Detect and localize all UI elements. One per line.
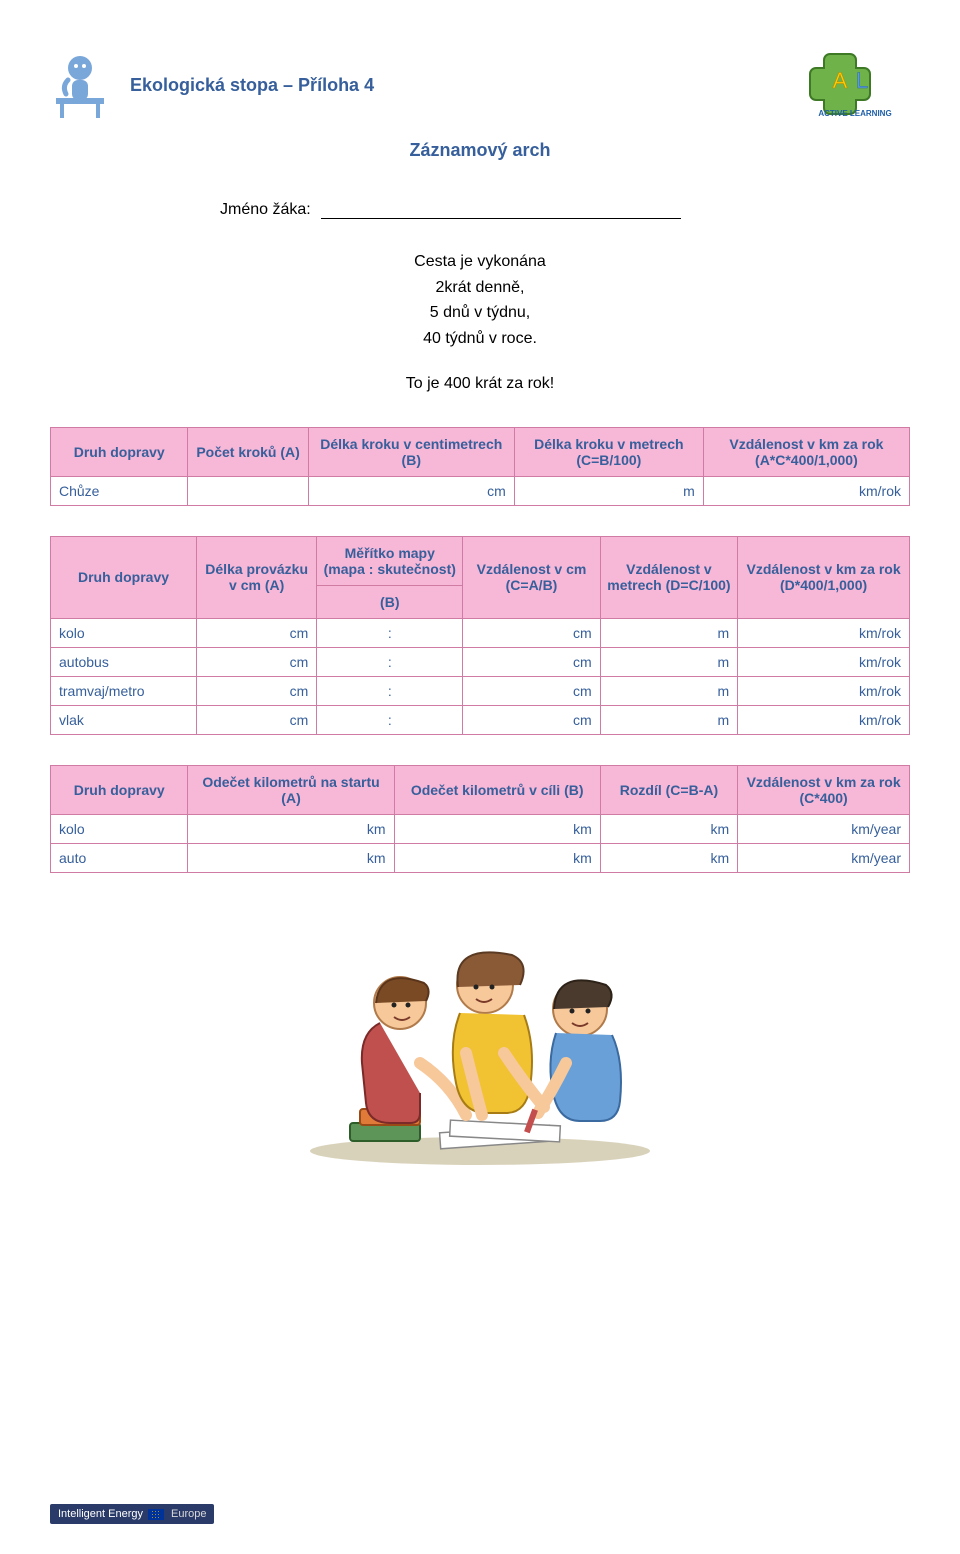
cell[interactable]: km/rok — [703, 476, 909, 505]
cell[interactable]: km — [394, 814, 600, 843]
info-line: 2krát denně, — [50, 275, 910, 301]
cell[interactable]: m — [600, 647, 737, 676]
col-header: Délka kroku v metrech (C=B/100) — [514, 427, 703, 476]
table-map-scale: Druh dopravy Délka provázku v cm (A) Měř… — [50, 536, 910, 735]
cell[interactable]: km/rok — [738, 676, 910, 705]
row-label: kolo — [51, 814, 188, 843]
student-name-input-line[interactable] — [321, 218, 681, 219]
col-header: Délka provázku v cm (A) — [197, 536, 317, 618]
cell[interactable]: cm — [463, 618, 600, 647]
col-header: Vzdálenost v metrech (D=C/100) — [600, 536, 737, 618]
table-walking: Druh dopravy Počet kroků (A) Délka kroku… — [50, 427, 910, 506]
col-header: Odečet kilometrů na startu (A) — [188, 765, 394, 814]
info-line: To je 400 krát za rok! — [50, 371, 910, 397]
header: Ekologická stopa – Příloha 4 A L ACTIVE … — [50, 50, 910, 120]
svg-text:ACTIVE LEARNING: ACTIVE LEARNING — [818, 109, 891, 118]
row-label: kolo — [51, 618, 197, 647]
col-header: Vzdálenost v cm (C=A/B) — [463, 536, 600, 618]
cell[interactable]: cm — [308, 476, 514, 505]
col-header: Druh dopravy — [51, 765, 188, 814]
row-label: Chůze — [51, 476, 188, 505]
info-line: 40 týdnů v roce. — [50, 326, 910, 352]
table-row: tramvaj/metro cm : cm m km/rok — [51, 676, 910, 705]
children-studying-illustration — [290, 913, 670, 1173]
cell[interactable]: km/year — [738, 814, 910, 843]
row-label: tramvaj/metro — [51, 676, 197, 705]
header-left: Ekologická stopa – Příloha 4 — [50, 50, 374, 120]
col-header: Délka kroku v centimetrech (B) — [308, 427, 514, 476]
cell[interactable]: : — [317, 705, 463, 734]
info-block: Cesta je vykonána 2krát denně, 5 dnů v t… — [50, 249, 910, 397]
table-odometer: Druh dopravy Odečet kilometrů na startu … — [50, 765, 910, 873]
cell[interactable]: km/rok — [738, 705, 910, 734]
student-name-row: Jméno žáka: — [220, 201, 910, 219]
table-row: Chůze cm m km/rok — [51, 476, 910, 505]
cell[interactable]: km — [394, 843, 600, 872]
table-row: vlak cm : cm m km/rok — [51, 705, 910, 734]
cell[interactable]: m — [600, 705, 737, 734]
cell[interactable]: m — [600, 618, 737, 647]
eu-flag-icon — [148, 1509, 164, 1520]
col-header: Počet kroků (A) — [188, 427, 308, 476]
cell[interactable]: km/rok — [738, 618, 910, 647]
row-label: vlak — [51, 705, 197, 734]
row-label: auto — [51, 843, 188, 872]
cell[interactable]: m — [514, 476, 703, 505]
info-line: Cesta je vykonána — [50, 249, 910, 275]
badge-region: Europe — [171, 1508, 206, 1520]
svg-text:L: L — [856, 68, 868, 93]
cell[interactable]: km/year — [738, 843, 910, 872]
cell[interactable]: cm — [197, 647, 317, 676]
col-header: Vzdálenost v km za rok (D*400/1,000) — [738, 536, 910, 618]
cell[interactable]: km — [600, 814, 737, 843]
cell[interactable]: : — [317, 618, 463, 647]
col-header: Vzdálenost v km za rok (A*C*400/1,000) — [703, 427, 909, 476]
table-row: kolo cm : cm m km/rok — [51, 618, 910, 647]
footer: Intelligent Energy Europe — [50, 1504, 214, 1524]
svg-text:A: A — [833, 68, 848, 93]
table-row: autobus cm : cm m km/rok — [51, 647, 910, 676]
table-row: kolo km km km km/year — [51, 814, 910, 843]
table-row: auto km km km km/year — [51, 843, 910, 872]
col-header: Rozdíl (C=B-A) — [600, 765, 737, 814]
cell[interactable] — [188, 476, 308, 505]
info-line: 5 dnů v týdnu, — [50, 300, 910, 326]
intelligent-energy-badge: Intelligent Energy Europe — [50, 1504, 214, 1524]
page-title: Ekologická stopa – Příloha 4 — [130, 75, 374, 96]
cell[interactable]: km/rok — [738, 647, 910, 676]
cell[interactable]: cm — [463, 647, 600, 676]
col-header: Druh dopravy — [51, 427, 188, 476]
cell[interactable]: cm — [197, 618, 317, 647]
cell[interactable]: km — [600, 843, 737, 872]
cell[interactable]: cm — [463, 705, 600, 734]
student-desk-icon — [50, 50, 110, 120]
cell[interactable]: cm — [197, 705, 317, 734]
col-header: (B) — [317, 585, 463, 618]
col-header: Vzdálenost v km za rok (C*400) — [738, 765, 910, 814]
cell[interactable]: : — [317, 647, 463, 676]
col-header: Měřítko mapy (mapa : skutečnost) — [317, 536, 463, 585]
cell[interactable]: : — [317, 676, 463, 705]
student-name-label: Jméno žáka: — [220, 201, 311, 218]
subtitle: Záznamový arch — [50, 140, 910, 161]
cell[interactable]: km — [188, 843, 394, 872]
col-header: Odečet kilometrů v cíli (B) — [394, 765, 600, 814]
cell[interactable]: m — [600, 676, 737, 705]
cell[interactable]: cm — [197, 676, 317, 705]
cell[interactable]: cm — [463, 676, 600, 705]
badge-brand: Intelligent Energy — [58, 1508, 143, 1520]
row-label: autobus — [51, 647, 197, 676]
cell[interactable]: km — [188, 814, 394, 843]
active-learning-logo: A L ACTIVE LEARNING — [800, 50, 910, 120]
col-header: Druh dopravy — [51, 536, 197, 618]
